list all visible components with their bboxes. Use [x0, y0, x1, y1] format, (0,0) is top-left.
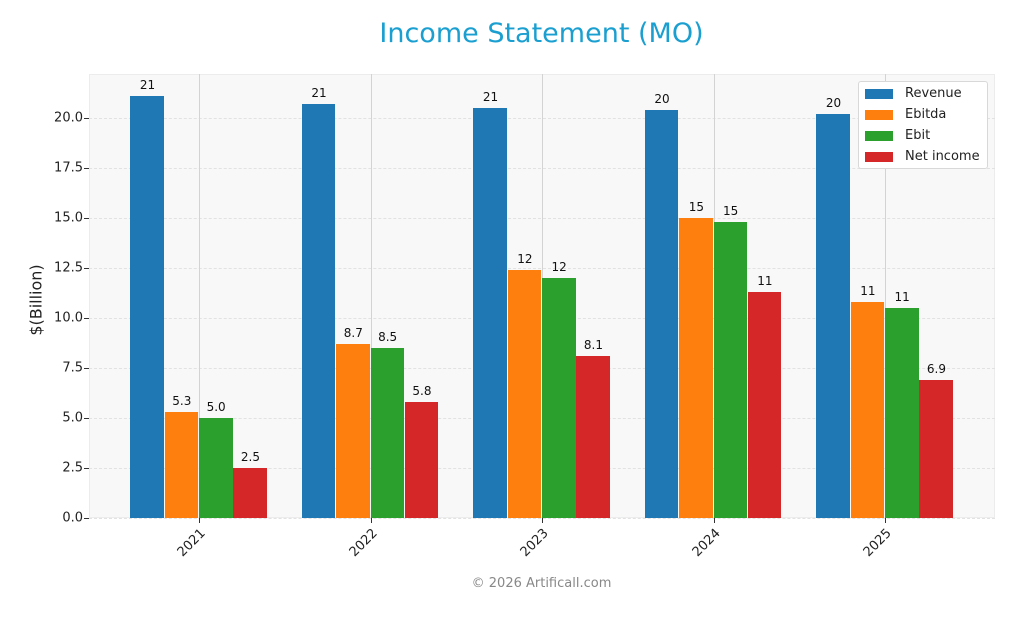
bar-ebit-2024	[713, 222, 747, 518]
bar-value-label: 5.0	[206, 400, 226, 414]
bar-net-income-2021	[233, 468, 267, 518]
x-tick-mark	[713, 518, 715, 523]
bar-ebit-2021	[199, 418, 233, 518]
bar-ebitda-2022	[336, 344, 370, 518]
bar-value-label: 5.3	[172, 394, 192, 408]
x-tick-label: 2021	[174, 526, 209, 561]
x-tick-mark	[542, 518, 543, 523]
bar-ebit-2025	[885, 308, 919, 518]
x-tick-mark	[199, 518, 200, 523]
bar-net-income-2025	[919, 380, 953, 518]
bar-revenue-2024	[644, 110, 679, 518]
bar-value-label: 21	[482, 90, 499, 104]
bar-revenue-2022	[301, 104, 336, 518]
bar-net-income-2022	[404, 402, 439, 518]
bar-revenue-2025	[816, 114, 850, 518]
bar-value-label: 5.8	[412, 384, 432, 398]
bar-ebit-2023	[542, 278, 576, 518]
x-tick-label: 2022	[346, 526, 381, 561]
y-tick-label: 7.5	[62, 360, 83, 376]
bar-value-label: 12	[551, 260, 567, 274]
bar-value-label: 21	[139, 78, 156, 92]
bar-ebitda-2025	[850, 302, 885, 518]
bar-value-label: 8.7	[343, 326, 363, 340]
copyright-footer: © 2026 Artificall.com	[471, 576, 612, 591]
y-tick-mark	[84, 318, 89, 319]
x-gridline	[885, 74, 886, 518]
bar-value-label: 20	[654, 92, 670, 106]
y-tick-mark	[84, 418, 89, 419]
bar-revenue-2023	[473, 108, 507, 518]
bar-value-label: 11	[860, 284, 876, 298]
bar-value-label: 11	[757, 274, 773, 288]
bar-value-label: 15	[723, 204, 739, 218]
y-tick-label: 5.0	[62, 410, 83, 426]
y-tick-label: 0.0	[62, 510, 83, 526]
legend-item-ebitda: Ebitda	[865, 107, 946, 122]
y-tick-label: 12.5	[54, 260, 83, 276]
x-tick-label: 2025	[860, 526, 895, 561]
bar-revenue-2021	[130, 96, 164, 518]
legend-item-net-income: Net income	[865, 149, 980, 164]
legend-swatch	[865, 151, 893, 162]
y-tick-mark	[84, 518, 89, 519]
legend-swatch	[865, 130, 893, 141]
bar-value-label: 20	[825, 96, 842, 110]
y-axis-label: $(Billion)	[26, 264, 46, 336]
legend: Revenue Ebitda Ebit Net income	[858, 81, 988, 169]
y-tick-label: 2.5	[62, 460, 83, 476]
bar-ebitda-2021	[164, 412, 199, 518]
x-tick-label: 2023	[517, 526, 552, 561]
y-tick-mark	[84, 468, 89, 469]
bar-value-label: 6.9	[926, 362, 946, 376]
legend-item-ebit: Ebit	[865, 128, 930, 143]
x-tick-mark	[370, 518, 372, 523]
x-gridline	[199, 74, 200, 518]
y-tick-mark	[84, 218, 89, 219]
x-gridline	[370, 74, 372, 518]
chart-title: Income Statement (MO)	[379, 18, 704, 49]
legend-item-revenue: Revenue	[865, 86, 962, 101]
y-tick-label: 17.5	[54, 160, 83, 176]
bar-value-label: 12	[517, 252, 533, 266]
legend-swatch	[865, 109, 893, 120]
y-tick-mark	[84, 168, 89, 169]
bar-net-income-2024	[747, 292, 782, 518]
y-tick-mark	[84, 118, 89, 119]
y-tick-label: 15.0	[54, 210, 83, 226]
x-tick-mark	[885, 518, 886, 523]
bar-net-income-2023	[576, 356, 610, 518]
bar-ebitda-2024	[679, 218, 713, 518]
legend-swatch	[865, 88, 893, 99]
x-tick-label: 2024	[689, 526, 724, 561]
bar-ebit-2022	[370, 348, 404, 518]
bar-value-label: 11	[894, 290, 910, 304]
y-tick-label: 20.0	[54, 110, 83, 126]
y-tick-mark	[84, 368, 89, 369]
bar-value-label: 15	[688, 200, 704, 214]
bar-ebitda-2023	[507, 270, 542, 518]
y-tick-label: 10.0	[54, 310, 83, 326]
bar-value-label: 8.5	[378, 330, 398, 344]
bar-value-label: 2.5	[240, 450, 260, 464]
y-tick-mark	[84, 268, 89, 269]
bar-value-label: 21	[311, 86, 327, 100]
bar-value-label: 8.1	[583, 338, 603, 352]
